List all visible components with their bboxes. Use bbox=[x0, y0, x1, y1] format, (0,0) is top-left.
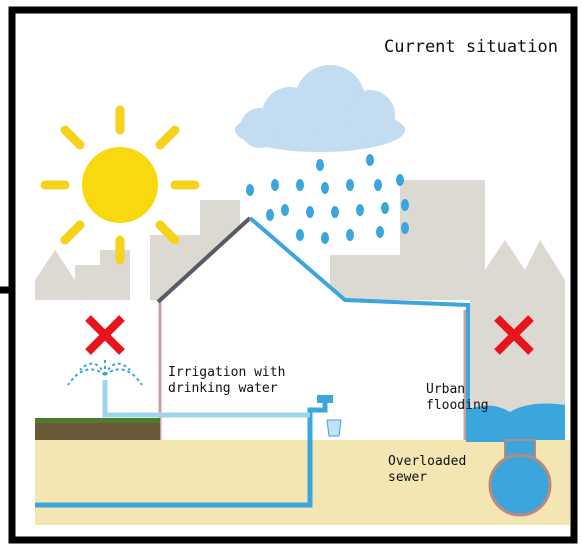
title: Current situation bbox=[384, 37, 558, 57]
grass-top bbox=[35, 418, 160, 423]
label: flooding bbox=[426, 398, 489, 413]
sun bbox=[45, 110, 195, 260]
illustration: Current situation Irrigation with drinki… bbox=[0, 0, 582, 547]
label: sewer bbox=[388, 470, 427, 485]
label: Urban bbox=[426, 382, 465, 397]
label: Irrigation with bbox=[168, 365, 285, 380]
cloud bbox=[235, 65, 405, 152]
red-cross bbox=[88, 318, 122, 352]
sewer bbox=[490, 455, 550, 515]
tap bbox=[317, 395, 333, 403]
page: Current situation Irrigation with drinki… bbox=[0, 0, 582, 547]
raindrops bbox=[246, 154, 409, 244]
glass bbox=[327, 420, 341, 436]
label: Overloaded bbox=[388, 454, 466, 469]
label: drinking water bbox=[168, 381, 278, 396]
